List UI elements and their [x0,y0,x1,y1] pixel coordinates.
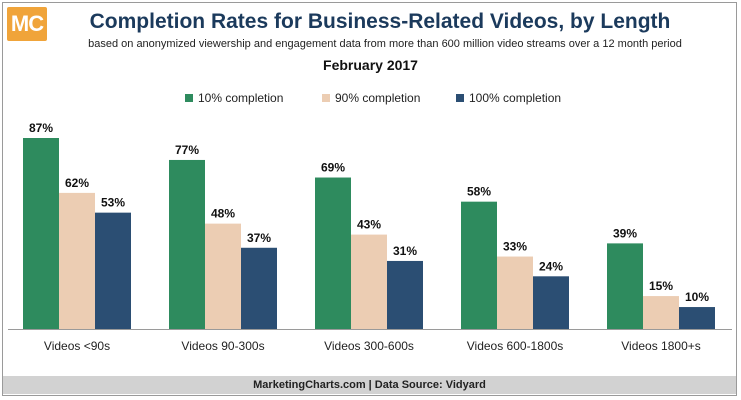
data-label: 15% [649,279,673,293]
bar [23,138,59,329]
legend-swatch [456,94,464,102]
source-footer: MarketingCharts.com | Data Source: Vidya… [3,376,736,394]
bar [497,256,533,329]
data-label: 10% [685,290,709,304]
legend-label: 10% completion [198,91,283,105]
data-label: 37% [247,231,271,245]
data-label: 33% [503,240,527,254]
x-tick-label: Videos 90-300s [181,339,264,353]
data-label: 69% [321,161,345,175]
data-label: 48% [211,207,235,221]
bar [205,223,241,329]
chart-subtitle: based on anonymized viewership and engag… [88,38,682,50]
chart-date: February 2017 [323,57,418,73]
x-tick-label: Videos <90s [44,339,110,353]
data-label: 24% [539,259,563,273]
data-label: 77% [175,143,199,157]
legend-swatch [185,94,193,102]
chart-frame [2,2,737,396]
bar [59,192,95,329]
legend-label: 100% completion [469,91,561,105]
chart-title: Completion Rates for Business-Related Vi… [89,10,671,33]
data-label: 43% [357,218,381,232]
data-label: 58% [467,185,491,199]
data-label: 39% [613,226,637,240]
bar [607,243,643,329]
data-label: 87% [29,121,53,135]
bar [533,276,569,329]
data-label: 62% [65,176,89,190]
legend-swatch [322,94,330,102]
x-tick-label: Videos 300-600s [324,339,414,353]
marketingcharts-logo: MC [7,7,47,41]
data-label: 53% [101,196,125,210]
bar [461,201,497,329]
bar [315,177,351,329]
bar [95,212,131,329]
x-tick-label: Videos 600-1800s [467,339,564,353]
x-tick-label: Videos 1800+s [621,339,701,353]
data-label: 31% [393,244,417,258]
bar [169,159,205,329]
bar [387,260,423,329]
legend-label: 90% completion [335,91,420,105]
bar [241,247,277,329]
bar [643,296,679,329]
bar [679,307,715,329]
bar [351,234,387,329]
